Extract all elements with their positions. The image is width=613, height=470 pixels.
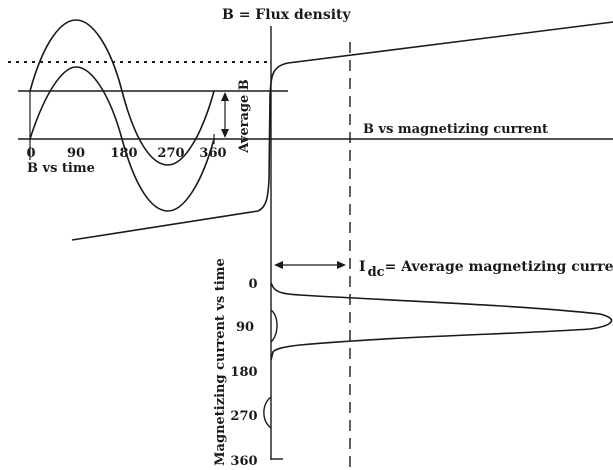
current-bump-90 (270, 309, 278, 343)
current-tick-270: 270 (230, 409, 257, 424)
total-flux-wave (29, 19, 215, 166)
b-vs-time-panel: 0 90 180 270 360 B vs time Average B (8, 19, 613, 212)
average-b-arrow-head-bottom (221, 129, 229, 138)
time-tick-90: 90 (67, 146, 85, 161)
b-vs-time-label: B vs time (27, 161, 95, 176)
average-b-arrow-head-top (221, 92, 229, 101)
current-tick-0: 0 (248, 277, 257, 292)
b-vs-current-panel: B = Flux density B vs magnetizing curren… (71, 7, 613, 468)
time-tick-0: 0 (26, 146, 35, 161)
current-waveform (270, 282, 613, 361)
time-tick-270: 270 (157, 146, 184, 161)
b-vs-current-label: B vs magnetizing current (363, 122, 548, 137)
current-tick-360: 360 (230, 454, 257, 469)
current-tick-90: 90 (236, 320, 254, 335)
idc-symbol: I (359, 259, 366, 275)
magnetization-curve (71, 21, 613, 241)
flux-density-title: B = Flux density (222, 7, 352, 23)
idc-arrow-head-left (274, 261, 283, 269)
current-vs-time-panel: 0 90 180 270 360 Magnetizing current vs … (213, 258, 613, 469)
time-tick-360: 360 (199, 146, 226, 161)
idc-description: = Average magnetizing current (385, 259, 613, 275)
ac-flux-wave (29, 66, 215, 212)
idc-arrow-head-right (337, 261, 346, 269)
time-tick-180: 180 (110, 146, 137, 161)
current-tick-180: 180 (230, 365, 257, 380)
current-bump-270 (263, 396, 272, 429)
current-vs-time-label: Magnetizing current vs time (213, 258, 228, 466)
idc-subscript: dc (368, 265, 385, 280)
average-b-label: Average B (237, 79, 252, 154)
